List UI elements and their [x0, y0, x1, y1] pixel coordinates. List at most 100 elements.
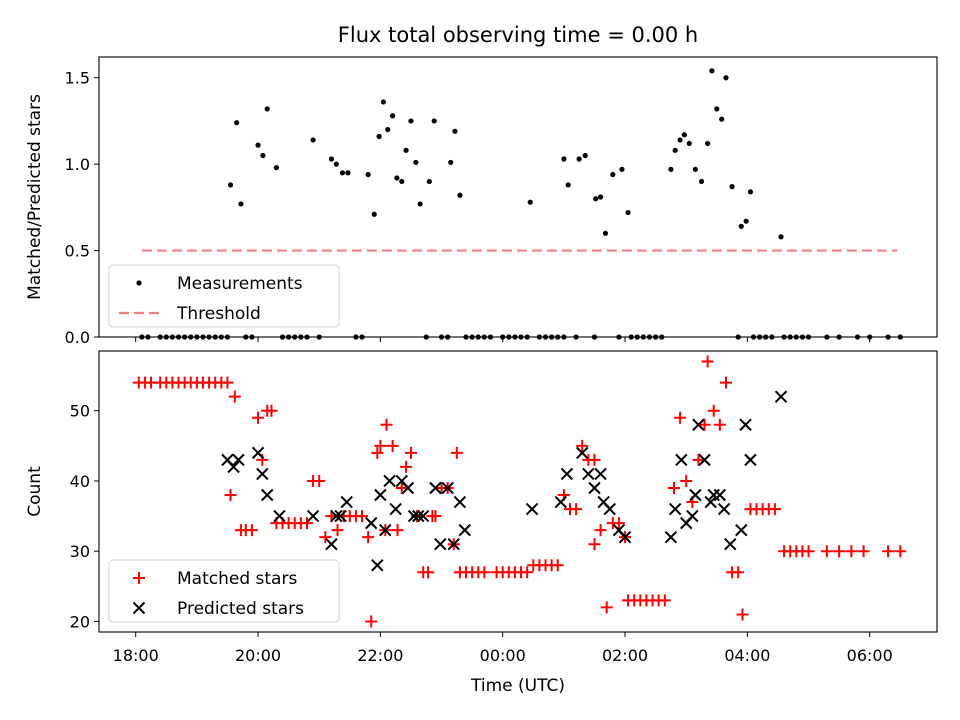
data-point — [325, 537, 338, 551]
data-point — [362, 531, 375, 544]
data-point — [371, 211, 377, 217]
data-point — [686, 509, 699, 523]
data-point — [894, 545, 907, 558]
data-point — [561, 156, 567, 162]
data-point — [390, 113, 396, 119]
data-point — [698, 418, 711, 431]
legend-label: Predicted stars — [177, 599, 304, 619]
data-point — [594, 467, 607, 481]
data-point — [709, 68, 715, 74]
x-axis-label: Time (UTC) — [470, 676, 565, 696]
data-point — [447, 537, 460, 551]
data-point — [768, 503, 781, 516]
x-tick-label: 04:00 — [724, 646, 770, 665]
data-point — [735, 523, 748, 537]
data-point — [453, 495, 467, 509]
data-point — [394, 175, 400, 181]
figure-title: Flux total observing time = 0.00 h — [338, 23, 698, 47]
data-point — [260, 152, 266, 159]
x-tick-label: 18:00 — [113, 646, 159, 665]
data-point — [588, 453, 601, 466]
data-point — [448, 159, 454, 166]
data-point — [380, 418, 393, 431]
data-point — [416, 509, 430, 523]
data-point — [330, 509, 343, 523]
data-point — [333, 161, 339, 167]
data-point — [264, 106, 270, 112]
y-tick-label: 40 — [70, 472, 90, 491]
data-point — [744, 453, 757, 467]
data-point — [385, 126, 391, 133]
data-point — [401, 481, 415, 495]
data-point — [334, 509, 347, 523]
data-point — [238, 201, 244, 207]
data-point — [345, 170, 351, 176]
data-point — [221, 376, 234, 389]
data-point — [610, 171, 616, 178]
y-tick-label: 0.0 — [65, 328, 90, 347]
data-point — [672, 147, 678, 153]
data-point — [582, 467, 595, 481]
data-point — [724, 537, 737, 551]
data-point — [576, 156, 582, 162]
data-point — [273, 165, 279, 171]
data-point — [857, 545, 870, 558]
data-point — [228, 390, 241, 403]
data-point — [618, 530, 632, 544]
data-point — [356, 510, 369, 523]
y-axis-label: Matched/Predicted stars — [25, 94, 45, 300]
data-point — [594, 524, 607, 537]
top-panel: 0.0 0.5 1.0 1.5 Matched/Predicted stars Measu… — [25, 56, 938, 347]
data-point — [602, 230, 609, 236]
data-point — [412, 509, 425, 523]
data-point — [820, 545, 833, 558]
bottom-panel: 20 30 40 50 18:00 20:00 22:00 00:00 02:00 04:00 06… — [25, 350, 938, 696]
data-point — [389, 502, 402, 516]
data-point — [273, 509, 286, 523]
data-point — [331, 524, 344, 537]
data-point — [400, 460, 413, 473]
data-point — [441, 481, 454, 495]
data-point — [582, 152, 588, 159]
data-point — [256, 467, 269, 481]
axes-frame — [98, 350, 938, 633]
data-point — [675, 453, 688, 467]
data-point — [407, 509, 421, 523]
data-point — [588, 481, 601, 495]
data-point — [698, 453, 711, 467]
data-point — [399, 178, 405, 185]
data-point — [554, 495, 568, 509]
data-point — [251, 446, 265, 460]
data-point — [227, 460, 240, 474]
data-point — [374, 488, 387, 502]
data-point — [380, 99, 387, 105]
data-point — [457, 192, 463, 198]
axes-frame — [98, 56, 938, 338]
data-point — [845, 545, 858, 558]
data-point — [525, 502, 539, 516]
data-point — [681, 132, 687, 138]
data-point — [300, 517, 313, 530]
data-point — [560, 467, 574, 481]
data-point — [232, 453, 245, 467]
data-point — [383, 474, 396, 488]
data-point — [313, 474, 326, 487]
y-tick-label: 20 — [70, 612, 90, 631]
x-tick-label: 00:00 — [480, 646, 526, 665]
data-point — [778, 234, 784, 240]
x-tick-label: 02:00 — [602, 646, 648, 665]
data-point — [802, 545, 815, 558]
data-point — [413, 159, 419, 166]
legend-label: Measurements — [177, 274, 303, 294]
data-point — [668, 502, 682, 516]
data-point — [882, 545, 895, 558]
data-point — [698, 178, 705, 185]
legend-label: Threshold — [176, 304, 261, 324]
y-axis-label: Count — [25, 466, 45, 517]
data-point — [310, 137, 316, 143]
data-point — [365, 615, 378, 628]
data-point — [429, 510, 442, 523]
data-point — [450, 446, 463, 459]
y-tick-label: 1.5 — [65, 69, 90, 88]
data-point — [458, 523, 471, 537]
